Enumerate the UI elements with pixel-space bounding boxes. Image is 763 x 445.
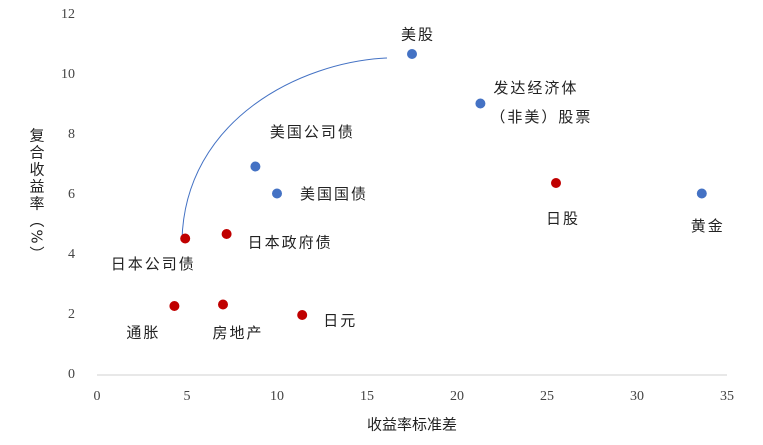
point-label: 日元 [323,312,357,330]
x-tick-label: 25 [540,389,554,404]
point-label: 日本政府债 [248,234,333,252]
point-label: 美股 [401,26,435,44]
x-tick-label: 30 [630,389,644,404]
point [297,310,308,320]
point-label: 美国国债 [300,185,368,203]
point [250,161,261,172]
point [218,299,228,310]
x-tick-label: 35 [720,389,734,404]
y-tick-label: 12 [61,7,75,22]
annotation-curve [181,57,388,241]
x-tick-label: 15 [360,389,374,404]
point [169,301,180,311]
y-tick-label: 8 [68,127,75,142]
point-label: 发达经济体 [493,79,578,97]
point [551,178,561,188]
y-tick-label: 6 [68,187,75,202]
point [475,98,486,109]
point [407,49,417,59]
point-label: 黄金 [691,217,725,235]
y-tick-label: 10 [61,67,75,82]
point-label: 房地产 [212,324,263,342]
point-label: 美国公司债 [270,123,355,141]
x-axis-label: 收益率标准差 [367,416,457,434]
x-tick-label: 5 [184,389,191,404]
point [221,229,232,239]
y-tick-label: 0 [68,367,75,382]
point-label: 通胀 [126,324,160,342]
point-label: （非美）股票 [490,108,592,126]
point [272,188,282,199]
y-axis-label: 复合收益率（%） [28,127,46,263]
x-tick-label: 0 [94,389,101,404]
point-label: 日本公司债 [111,255,196,273]
y-tick-label: 2 [68,307,75,322]
point-label: 日股 [546,210,580,228]
x-tick-label: 10 [270,389,284,404]
point [696,188,707,199]
x-tick-label: 20 [450,389,464,404]
point [180,233,191,244]
y-tick-label: 4 [68,247,75,262]
